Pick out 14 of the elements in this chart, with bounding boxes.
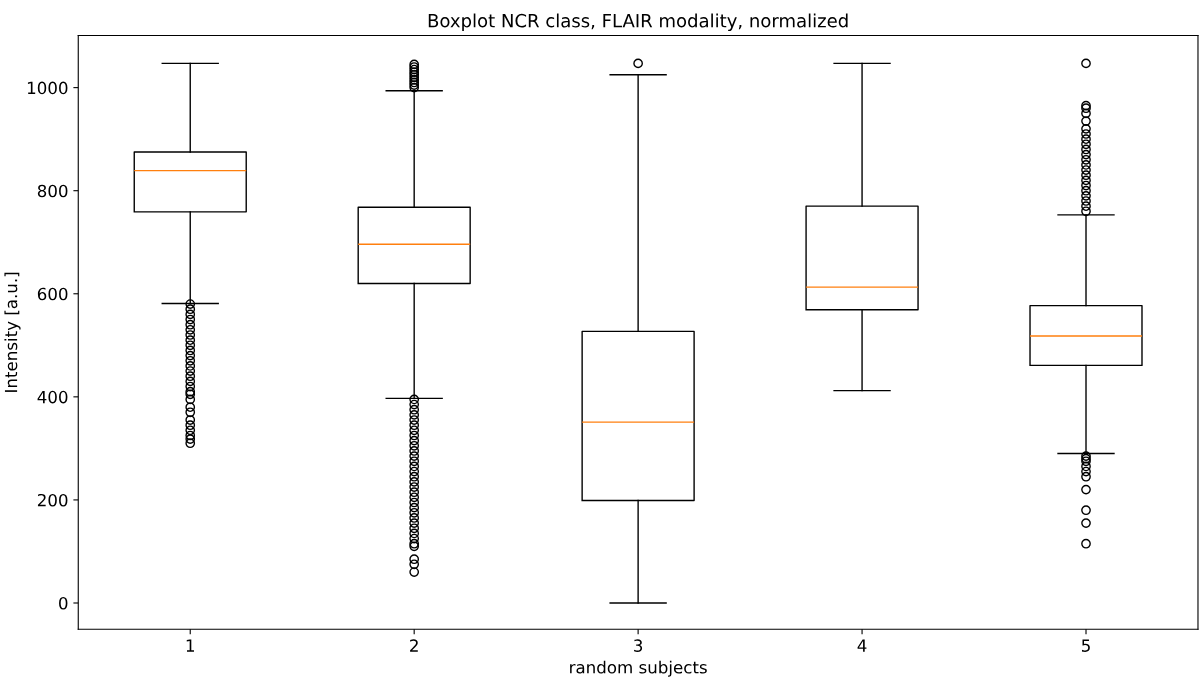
x-tick-label: 5	[1081, 639, 1090, 652]
y-axis-title: Intensity [a.u.]	[4, 272, 21, 392]
x-tick-label: 2	[410, 639, 418, 652]
y-tick-label: 800	[37, 184, 68, 198]
y-tick-label: 200	[37, 493, 68, 507]
y-tick-label: 1000	[27, 81, 68, 95]
x-tick-label: 1	[186, 639, 194, 652]
x-tick-label: 3	[634, 639, 643, 652]
y-tick-label: 400	[37, 390, 68, 404]
x-axis-title: random subjects	[570, 660, 707, 677]
y-tick-label: 0	[59, 596, 68, 610]
x-tick-label: 4	[857, 639, 867, 652]
y-tick-label: 600	[37, 287, 68, 301]
chart-title: Boxplot NCR class, FLAIR modality, normalized	[428, 13, 848, 31]
